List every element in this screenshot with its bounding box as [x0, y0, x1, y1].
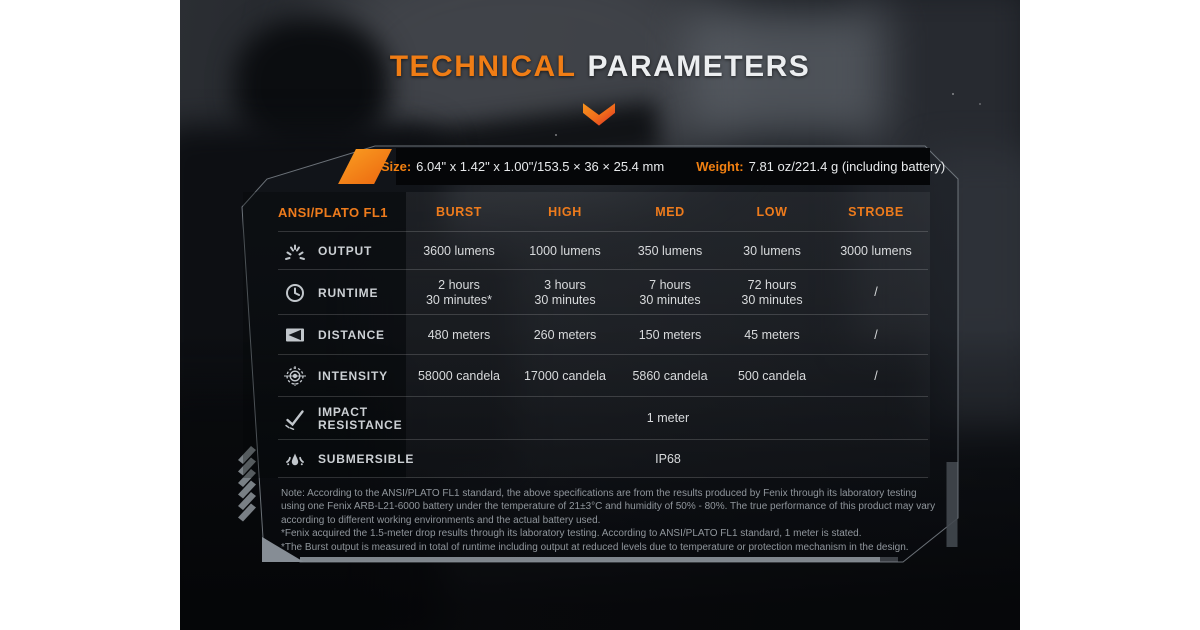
footnotes: Note: According to the ANSI/PLATO FL1 st… — [281, 487, 936, 554]
size-label: Size: — [380, 159, 412, 174]
distance-med: 150 meters — [638, 327, 702, 342]
impact-hammer-icon — [280, 408, 310, 430]
distance-high: 260 meters — [533, 327, 597, 342]
decor-bottom-bar-fade — [880, 557, 898, 562]
decor-bottom-bar — [300, 557, 880, 562]
spec-table: ANSI/PLATO FL1 BURST HIGH MED LOW STROBE… — [242, 192, 930, 478]
decor-stripes — [238, 446, 256, 522]
row-label-distance: DISTANCE — [242, 324, 406, 346]
light-output-icon — [280, 240, 310, 262]
footnote-line: Note: According to the ANSI/PLATO FL1 st… — [281, 488, 917, 499]
distance-burst: 480 meters — [427, 327, 491, 342]
distance-strobe: / — [874, 327, 878, 342]
table-row-output: OUTPUT 3600 lumens 1000 lumens 350 lumen… — [242, 232, 930, 270]
runtime-strobe: / — [874, 285, 878, 300]
runtime-med: 7 hours 30 minutes — [639, 278, 701, 307]
dust-speck — [555, 134, 557, 136]
size-spec: Size: 6.04" x 1.42" x 1.00"/153.5 × 36 × … — [381, 159, 664, 174]
row-label-impact: IMPACT RESISTANCE — [242, 405, 406, 432]
row-label-submersible: SUBMERSIBLE — [242, 448, 413, 470]
spec-panel-frame — [238, 145, 959, 563]
impact-value: 1 meter — [646, 411, 690, 426]
footnote-line: according to different working environme… — [281, 514, 601, 526]
output-high: 1000 lumens — [529, 243, 601, 258]
row-label-output: OUTPUT — [242, 240, 406, 262]
distance-low: 45 meters — [744, 327, 800, 342]
runtime-burst: 2 hours 30 minutes* — [425, 278, 492, 307]
table-row-impact: IMPACT RESISTANCE 1 meter — [242, 397, 930, 440]
dust-speck — [952, 93, 954, 95]
size-value: 6.04" x 1.42" x 1.00"/153.5 × 36 × 25.4 … — [416, 159, 665, 174]
runtime-high: 3 hours 30 minutes — [534, 278, 596, 307]
footnote-line: *The Burst output is measured in total o… — [281, 541, 909, 553]
column-header-strobe: STROBE — [848, 205, 904, 219]
footnote-line: *Fenix acquired the 1.5-meter drop resul… — [281, 528, 862, 540]
intensity-med: 5860 candela — [632, 368, 708, 383]
decor-right-bar — [946, 462, 958, 547]
intensity-strobe: / — [874, 368, 878, 383]
chevron-down-icon — [583, 103, 615, 126]
page-title-accent: TECHNICAL — [389, 50, 577, 83]
table-row-intensity: INTENSITY 58000 candela 17000 candela 58… — [242, 355, 930, 397]
runtime-low: 72 hours 30 minutes — [741, 278, 803, 307]
decor-corner-wedge — [262, 537, 304, 562]
weight-spec: Weight: 7.81 oz/221.4 g (including batter… — [696, 159, 945, 174]
standard-header: ANSI/PLATO FL1 — [278, 204, 388, 220]
output-burst: 3600 lumens — [423, 243, 495, 258]
output-low: 30 lumens — [743, 243, 801, 258]
submersible-value: IP68 — [655, 451, 681, 466]
table-header-row: ANSI/PLATO FL1 BURST HIGH MED LOW STROBE — [242, 192, 930, 232]
table-row-distance: DISTANCE 480 meters 260 meters 150 meter… — [242, 315, 930, 355]
submersible-water-icon — [280, 448, 310, 470]
column-header-burst: BURST — [435, 205, 483, 219]
intensity-low: 500 candela — [737, 368, 807, 383]
footnote-line: using one Fenix ARB-L21-6000 battery und… — [281, 501, 936, 513]
output-med: 350 lumens — [637, 243, 703, 258]
intensity-target-icon — [280, 365, 310, 387]
runtime-clock-icon — [280, 282, 310, 304]
column-header-high: HIGH — [548, 205, 582, 219]
table-row-runtime: RUNTIME 2 hours 30 minutes* 3 hours 30 min… — [242, 270, 930, 315]
row-label-runtime: RUNTIME — [242, 282, 406, 304]
intensity-high: 17000 candela — [523, 368, 607, 383]
page-title-rest: PARAMETERS — [587, 50, 811, 83]
output-strobe: 3000 lumens — [840, 243, 912, 258]
size-weight-bar: Size: 6.04" x 1.42" x 1.00"/153.5 × 36 × … — [381, 148, 945, 185]
column-header-med: MED — [655, 205, 685, 219]
dust-speck — [979, 103, 981, 105]
table-row-submersible: SUBMERSIBLE IP68 — [242, 440, 930, 478]
page-title: TECHNICAL PARAMETERS — [0, 50, 1200, 84]
weight-value: 7.81 oz/221.4 g (including battery) — [748, 159, 946, 174]
intensity-burst: 58000 candela — [417, 368, 501, 383]
row-label-intensity: INTENSITY — [242, 365, 406, 387]
beam-distance-icon — [280, 324, 310, 346]
column-header-low: LOW — [756, 205, 788, 219]
weight-label: Weight: — [696, 159, 744, 174]
values-column-band — [406, 192, 930, 478]
label-column-band — [243, 192, 406, 478]
